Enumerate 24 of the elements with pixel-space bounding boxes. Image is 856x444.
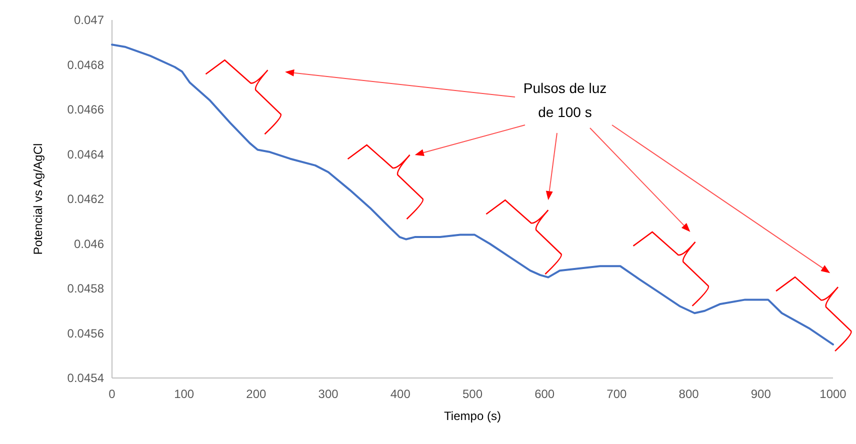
annotation: Pulsos de luz de 100 s (523, 80, 607, 120)
y-tick-label: 0.0468 (67, 58, 104, 72)
y-tick-label: 0.0454 (67, 371, 104, 386)
x-tick-label: 200 (246, 387, 267, 401)
y-tick-label: 0.047 (74, 13, 104, 28)
x-tick-label: 500 (462, 387, 483, 401)
line-series (111, 44, 834, 346)
y-tick-label: 0.0464 (67, 147, 104, 162)
y-tick-label: 0.0462 (67, 192, 104, 206)
y-tick-label: 0.0466 (67, 102, 104, 117)
y-tick-label: 0.0458 (67, 282, 104, 296)
x-tick-label: 600 (534, 387, 555, 401)
y-axis-title: Potencial vs Ag/AgCl (31, 143, 45, 255)
x-tick-label: 1000 (820, 387, 847, 401)
x-tick-label: 800 (678, 387, 700, 401)
x-axis-title: Tiempo (s) (444, 409, 501, 423)
y-tick-label: 0.0456 (67, 326, 104, 340)
x-tick-label: 700 (606, 387, 628, 401)
y-tick-label: 0.046 (74, 236, 104, 251)
x-tick-label: 300 (318, 387, 339, 401)
x-tick-label: 0 (108, 387, 116, 401)
x-tick-label: 100 (174, 387, 194, 401)
x-tick-label: 400 (390, 387, 411, 401)
x-tick-label: 900 (750, 387, 772, 401)
